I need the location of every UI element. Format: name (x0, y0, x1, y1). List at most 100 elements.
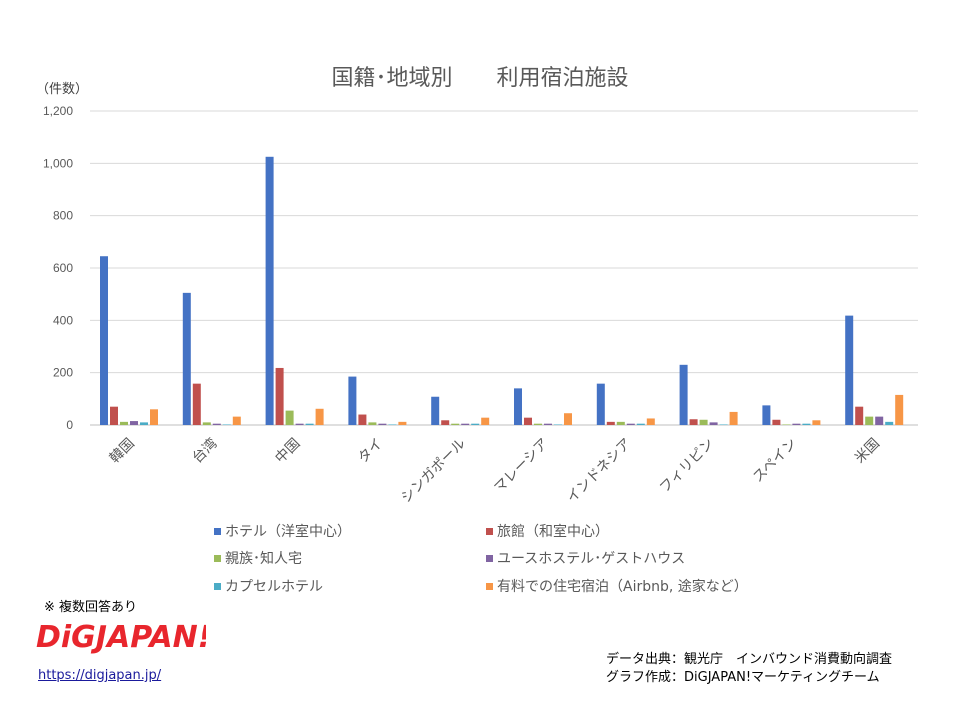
bar (636, 423, 645, 425)
legend-label: ユースホステル･ゲストハウス (497, 551, 686, 567)
bar (110, 406, 118, 425)
bar (554, 424, 562, 425)
bar (202, 422, 211, 425)
bar (265, 156, 274, 425)
bar (305, 423, 314, 425)
bar (782, 424, 791, 425)
legend-item: 親族･知人宅 (214, 548, 302, 568)
x-tick-label: インドネシア (564, 436, 635, 507)
legend-label: カプセルホテル (225, 579, 323, 595)
bar (212, 423, 221, 425)
legend-label: 親族･知人宅 (225, 551, 302, 567)
chart-title: 国籍･地域別 利用宿泊施設 (331, 66, 629, 91)
bar (451, 423, 460, 425)
bar (812, 420, 821, 425)
y-tick-label: 1,200 (43, 104, 73, 118)
bar (295, 423, 304, 425)
bar (285, 410, 294, 425)
bar (534, 423, 542, 425)
bar (855, 406, 864, 425)
bar (544, 423, 552, 425)
y-tick-label: 1,000 (43, 156, 73, 170)
bar (689, 419, 698, 425)
x-tick-label: シンガポール (398, 436, 469, 507)
bar (140, 422, 148, 425)
bar (378, 423, 387, 425)
bar (792, 423, 801, 425)
legend-swatch (214, 582, 221, 590)
bar (564, 413, 572, 425)
bar (699, 419, 708, 425)
bar (192, 383, 201, 425)
x-tick-label: マレーシア (491, 436, 552, 497)
bar (719, 424, 728, 425)
bar (275, 367, 284, 425)
x-tick-label: タイ (355, 436, 386, 467)
x-tick-label: 韓国 (107, 436, 138, 467)
legend-item: ユースホステル･ゲストハウス (486, 548, 685, 568)
bar (120, 421, 128, 425)
bar (388, 424, 397, 425)
x-tick-label: フィリピン (657, 436, 718, 497)
bar (441, 420, 450, 425)
bar (709, 422, 718, 425)
legend-label: 有料での住宅宿泊（Airbnb, 途家など） (497, 579, 748, 595)
bar (895, 394, 904, 425)
bar (524, 417, 532, 425)
bar (596, 383, 605, 425)
x-tick-label: 米国 (852, 436, 883, 467)
digjapan-logo: DiGJAPAN! (36, 620, 206, 655)
x-tick-label: 台湾 (189, 435, 221, 467)
bar (130, 421, 138, 425)
bar (232, 416, 241, 425)
y-axis-unit-label: （件数） (36, 82, 89, 97)
bar (431, 396, 440, 425)
bar (679, 364, 688, 425)
bar (606, 421, 615, 425)
legend-swatch (486, 582, 493, 590)
bar (182, 292, 191, 425)
y-tick-label: 800 (53, 209, 73, 223)
bar (762, 405, 771, 425)
bar (646, 418, 655, 425)
legend-label: ホテル（洋室中心） (225, 524, 351, 540)
legend-item: ホテル（洋室中心） (214, 521, 351, 541)
bar (845, 315, 854, 425)
bar (481, 417, 490, 425)
source-credit: データ出典：観光庁 インバウンド消費動向調査 グラフ作成：DiGJAPAN!マー… (606, 651, 892, 687)
bar (875, 416, 884, 425)
legend-item: 有料での住宅宿泊（Airbnb, 途家など） (486, 576, 748, 596)
legend-item: 旅館（和室中心） (486, 521, 609, 541)
bar (315, 408, 324, 425)
legend-swatch (214, 527, 221, 535)
x-tick-label: スペイン (750, 436, 800, 486)
bar (729, 411, 738, 425)
bar (348, 376, 357, 425)
site-link[interactable]: https://digjapan.jp/ (38, 668, 162, 683)
bar (865, 416, 874, 425)
legend-item: カプセルホテル (214, 576, 323, 596)
multiple-answers-note: ※ 複数回答あり (44, 600, 138, 615)
bar (150, 409, 158, 425)
bar (772, 419, 781, 425)
y-tick-label: 400 (53, 313, 73, 327)
legend-label: 旅館（和室中心） (497, 524, 609, 540)
bar (368, 422, 377, 425)
bar (222, 424, 231, 425)
bar (626, 423, 635, 425)
source-line-data: データ出典：観光庁 インバウンド消費動向調査 (606, 652, 893, 667)
legend-swatch (214, 554, 221, 562)
bar (616, 421, 625, 425)
bar (885, 421, 894, 425)
bar (398, 421, 407, 425)
x-tick-label: 中国 (272, 436, 303, 467)
source-line-author: グラフ作成：DiGJAPAN!マーケティングチーム (606, 670, 880, 685)
bar-chart: 0 200 400 600 800 1,000 1,200 韓国 台湾 中国 タイ シンガポール マレー… (43, 104, 918, 507)
bar (100, 256, 108, 425)
bar (514, 388, 522, 425)
legend-swatch (486, 554, 493, 562)
bar (471, 423, 480, 425)
y-tick-label: 600 (53, 261, 73, 275)
y-tick-label: 200 (53, 366, 73, 380)
svg-text:DiGJAPAN!: DiGJAPAN! (36, 620, 206, 655)
